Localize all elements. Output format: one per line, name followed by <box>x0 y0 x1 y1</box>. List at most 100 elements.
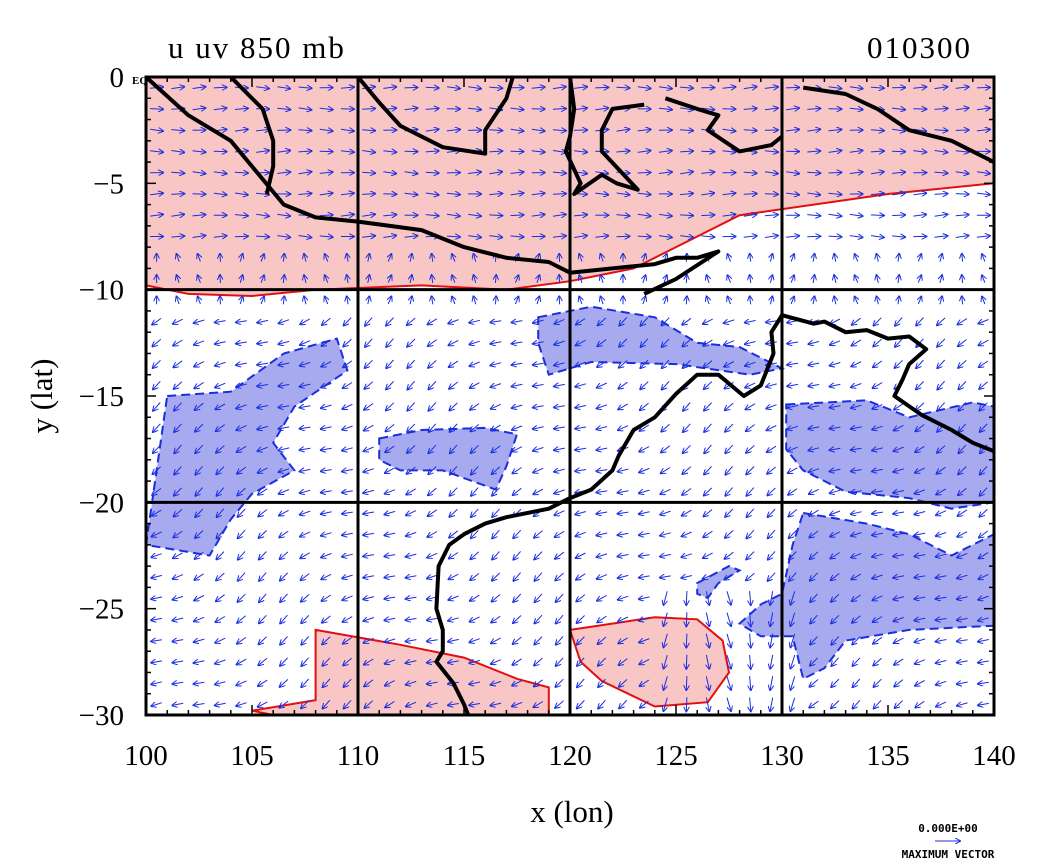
wind-vector <box>849 108 863 109</box>
wind-vector <box>574 108 587 110</box>
wind-vector <box>365 317 373 325</box>
x-tick-label: 105 <box>230 740 274 772</box>
wind-vector <box>428 487 437 495</box>
wind-vector <box>813 275 814 284</box>
wind-vector <box>491 403 502 409</box>
wind-vector <box>639 658 650 664</box>
wind-vector <box>340 214 354 216</box>
wind-vector <box>489 87 502 88</box>
wind-vector <box>470 403 480 410</box>
wind-vector <box>874 317 882 326</box>
wind-vector <box>596 448 608 450</box>
wind-vector <box>913 214 926 216</box>
wind-vector <box>256 214 269 216</box>
wind-vector <box>726 591 731 604</box>
wind-vector <box>916 381 924 389</box>
wind-vector <box>979 360 989 367</box>
wind-vector <box>962 296 963 305</box>
wind-vector <box>658 236 672 238</box>
wind-vector <box>150 129 163 131</box>
wind-vector <box>512 384 523 386</box>
wind-vector <box>786 236 799 238</box>
wind-vector <box>554 490 565 494</box>
wind-vector <box>192 108 206 110</box>
wind-vector <box>173 574 184 579</box>
wind-vector <box>238 508 246 517</box>
wind-vector <box>893 597 905 600</box>
wind-vector <box>321 573 332 579</box>
wind-vector <box>321 533 332 536</box>
wind-vector <box>364 658 374 665</box>
wind-vector <box>809 488 820 494</box>
wind-vector <box>432 254 433 262</box>
map-timestamp: 010300 <box>867 30 972 65</box>
wind-vector <box>767 466 777 474</box>
y-tick-label: −20 <box>79 487 124 519</box>
wind-vector <box>388 254 391 262</box>
wind-vector <box>216 424 225 431</box>
y-tick-label: −15 <box>79 381 124 413</box>
wind-vector <box>385 490 396 494</box>
wind-vector <box>384 576 396 578</box>
wind-vector <box>788 467 798 473</box>
wind-vector <box>877 275 879 284</box>
wind-vector <box>300 531 311 537</box>
wind-vector <box>808 363 820 365</box>
wind-vector <box>280 614 288 623</box>
wind-vector <box>980 487 988 496</box>
wind-vector <box>452 275 455 283</box>
wind-vector <box>385 467 395 473</box>
wind-vector <box>280 657 288 666</box>
wind-vector <box>384 533 396 535</box>
wind-vector <box>576 318 586 325</box>
wind-vector <box>300 384 311 387</box>
x-tick-label: 135 <box>866 740 910 772</box>
wind-vector <box>807 215 820 216</box>
wind-vector <box>364 381 374 389</box>
wind-vector <box>616 151 630 152</box>
wind-vector <box>406 661 417 664</box>
wind-vector <box>489 172 502 174</box>
wind-vector <box>152 317 162 324</box>
wind-vector <box>406 701 417 706</box>
wind-vector <box>597 382 608 388</box>
wind-vector <box>237 445 247 452</box>
wind-vector <box>452 297 455 305</box>
wind-vector <box>680 87 693 88</box>
wind-vector <box>830 448 841 450</box>
wind-vector <box>658 214 672 216</box>
wind-vector <box>979 508 988 517</box>
wind-vector <box>639 555 650 557</box>
wind-vector <box>913 151 926 153</box>
wind-vector <box>448 704 459 706</box>
wind-vector <box>237 466 247 474</box>
wind-vector <box>174 423 182 432</box>
wind-vector <box>618 469 629 472</box>
wind-vector <box>470 616 480 622</box>
wind-vector <box>213 108 227 110</box>
wind-vector <box>979 552 989 559</box>
wind-vector <box>619 360 628 368</box>
wind-vector <box>807 151 820 152</box>
wind-vector <box>701 215 714 216</box>
wind-vector <box>955 172 969 174</box>
wind-vector <box>701 236 714 237</box>
wind-vector <box>703 552 713 558</box>
wind-vector <box>722 151 736 153</box>
wind-vector <box>767 445 777 452</box>
wind-vector <box>534 657 543 665</box>
wind-vector <box>637 129 651 131</box>
wind-vector <box>448 661 459 663</box>
wind-vector <box>279 509 289 515</box>
wind-vector <box>363 576 375 578</box>
wind-vector <box>978 618 989 621</box>
wind-vector <box>664 275 667 283</box>
wind-vector <box>449 360 459 367</box>
wind-vector <box>261 254 264 262</box>
wind-vector <box>809 509 819 516</box>
wind-vector <box>979 573 989 579</box>
wind-vector <box>892 151 905 152</box>
wind-vector <box>533 385 544 387</box>
wind-vector <box>301 573 310 581</box>
wind-vector <box>750 633 751 648</box>
